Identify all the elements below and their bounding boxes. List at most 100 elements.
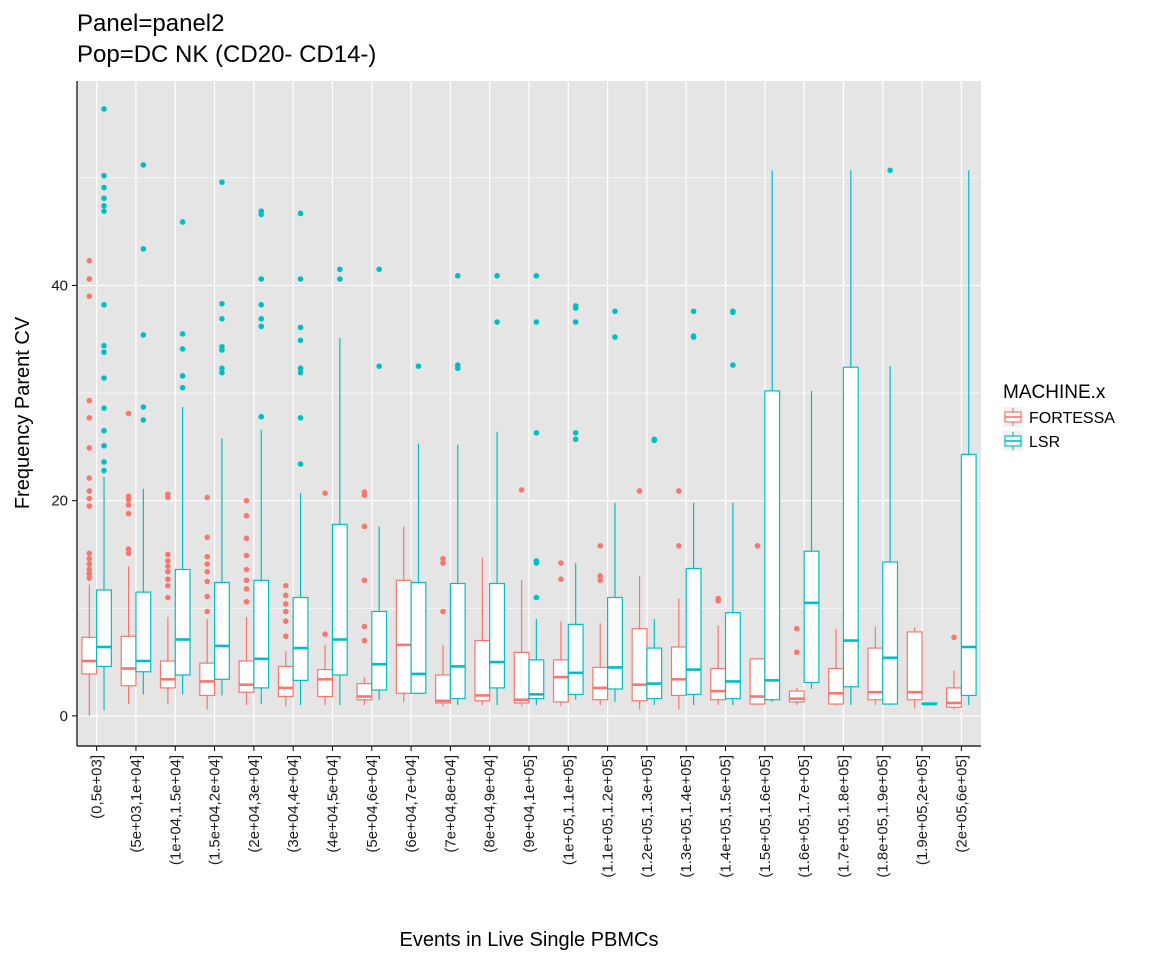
box-iqr [552, 659, 569, 703]
box-iqr [631, 628, 648, 702]
outlier-point [125, 550, 132, 557]
box-fortessa-2 [159, 491, 176, 705]
box-fortessa-0 [81, 257, 98, 716]
box-iqr [882, 561, 899, 705]
outlier-point [101, 342, 107, 349]
outlier-point [219, 365, 225, 372]
outlier-point [101, 172, 107, 179]
outlier-point [533, 272, 540, 279]
box-iqr [528, 659, 545, 700]
outlier-point [86, 397, 93, 404]
outlier-point [454, 362, 461, 368]
x-tick-label: (1.4e+05,1.5e+05] [718, 755, 735, 878]
box-lsr-17 [764, 170, 781, 702]
outlier-point [243, 586, 250, 592]
box-layer [81, 106, 977, 716]
outlier-point [376, 363, 382, 369]
outlier-point [283, 633, 289, 640]
outlier-point [165, 594, 171, 601]
outlier-point [283, 601, 289, 607]
outlier-point [258, 208, 265, 215]
box-iqr [710, 667, 727, 701]
outlier-point [204, 553, 210, 560]
box-lsr-14 [646, 436, 663, 706]
outlier-point [258, 413, 265, 420]
outlier-point [86, 555, 93, 562]
outlier-point [140, 162, 147, 168]
box-iqr [238, 660, 255, 693]
box-iqr [253, 579, 270, 689]
box-iqr [317, 669, 334, 698]
outlier-point [204, 578, 210, 585]
outlier-point [376, 266, 382, 273]
outlier-point [297, 415, 304, 421]
outlier-point [165, 491, 171, 498]
outlier-point [101, 106, 107, 112]
outlier-point [101, 208, 107, 215]
outlier-point [86, 276, 93, 282]
outlier-point [86, 566, 93, 573]
x-tick-label: (1.6e+05,1.7e+05] [796, 755, 813, 878]
outlier-point [361, 623, 368, 630]
outlier-point [243, 512, 250, 519]
outlier-point [179, 373, 186, 379]
chart-title-line2: Pop=DC NK (CD20- CD14-) [77, 41, 376, 68]
legend-key-fortessa: FORTESSA [1003, 407, 1115, 427]
box-iqr [685, 567, 702, 695]
outlier-point [86, 575, 93, 581]
outlier-point [86, 488, 93, 494]
outlier-point [297, 365, 304, 372]
outlier-point [219, 369, 225, 376]
box-lsr-21 [921, 702, 938, 706]
outlier-point [337, 276, 343, 282]
x-tick-label: (6e+04,7e+04] [403, 755, 420, 853]
y-axis-title: Frequency Parent CV [12, 316, 34, 509]
box-iqr [81, 636, 98, 675]
outlier-point [204, 494, 210, 501]
outlier-point [337, 266, 343, 273]
box-fortessa-17 [749, 543, 766, 706]
box-iqr [449, 582, 466, 700]
outlier-point [204, 608, 210, 615]
box-iqr [764, 390, 781, 701]
outlier-point [322, 631, 328, 637]
outlier-point [125, 493, 132, 500]
box-fortessa-4 [238, 497, 255, 706]
box-iqr [159, 660, 176, 689]
outlier-point [101, 184, 107, 191]
outlier-point [101, 349, 107, 355]
outlier-point [258, 302, 265, 308]
outlier-point [651, 436, 658, 443]
box-iqr [410, 581, 427, 694]
box-iqr [199, 662, 216, 697]
box-iqr [592, 666, 609, 701]
outlier-point [322, 490, 328, 496]
outlier-point [793, 625, 800, 632]
x-tick-label: (2e+04,3e+04] [246, 755, 263, 853]
box-fortessa-7 [356, 489, 373, 706]
box-lsr-6 [331, 266, 348, 706]
outlier-point [494, 272, 500, 279]
box-fortessa-18 [788, 625, 805, 706]
outlier-point [243, 577, 250, 584]
x-tick-label: (1.2e+05,1.3e+05] [639, 755, 656, 878]
outlier-point [283, 608, 289, 615]
outlier-point [297, 276, 304, 282]
legend-title: MACHINE.x [1003, 382, 1106, 403]
outlier-point [361, 637, 368, 644]
box-fortessa-21 [906, 627, 923, 709]
box-fortessa-9 [435, 555, 451, 707]
outlier-point [219, 343, 225, 350]
box-iqr [277, 665, 294, 698]
outlier-point [440, 555, 446, 562]
outlier-point [676, 488, 682, 494]
outlier-point [140, 246, 147, 252]
outlier-point [690, 333, 697, 339]
box-fortessa-15 [670, 488, 687, 710]
outlier-point [297, 324, 304, 331]
outlier-point [297, 461, 304, 467]
box-lsr-12 [567, 303, 584, 700]
x-tick-label: (1.9e+05,2e+05] [914, 755, 931, 865]
box-lsr-1 [135, 162, 152, 695]
outlier-point [86, 561, 93, 567]
